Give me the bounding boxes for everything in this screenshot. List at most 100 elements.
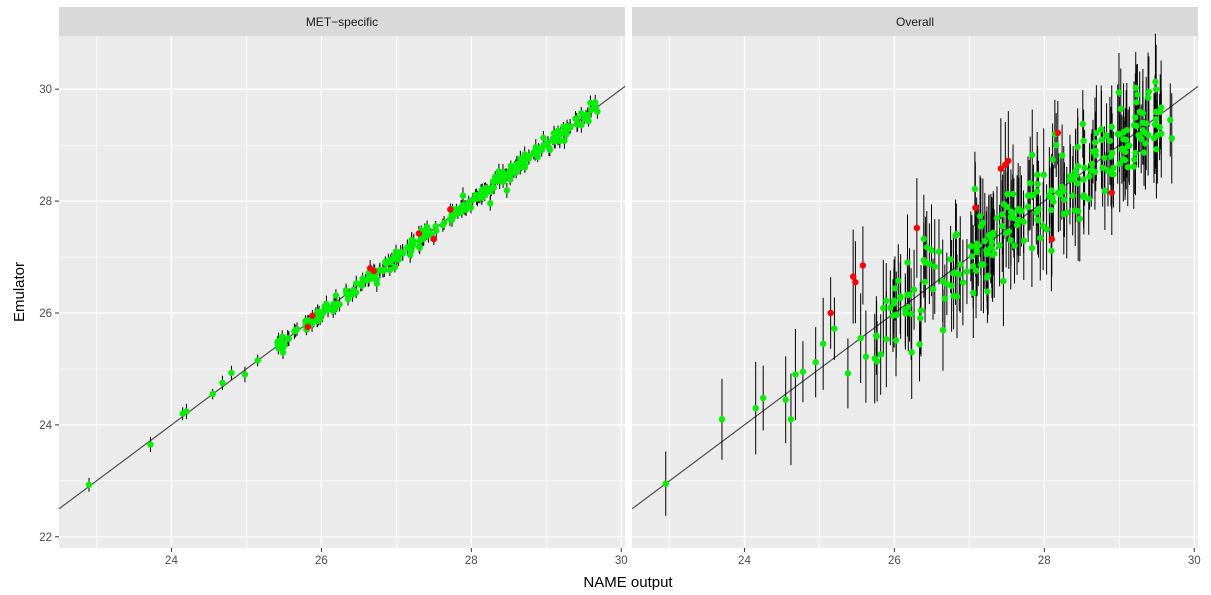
data-point [1074,143,1081,151]
outlier-point [997,165,1005,172]
data-point [857,334,864,342]
y-tick-label: 28 [39,196,52,208]
panel-background [59,36,625,548]
data-point [956,271,963,278]
data-point [907,310,915,318]
data-point [147,441,154,448]
data-point [1058,152,1066,159]
data-point [926,260,933,267]
data-point [1130,163,1137,170]
data-point [344,295,352,303]
y-tick-label: 26 [39,308,52,320]
data-point [1089,148,1097,155]
data-point [928,247,935,254]
data-point [563,131,570,138]
data-point [1152,86,1160,93]
x-axis-ticks: 24 26 28 30 [165,548,628,567]
data-point [812,359,819,366]
data-point [560,123,567,131]
data-point [1120,129,1127,136]
data-point [1030,191,1037,199]
strip-background [632,7,1198,36]
data-point [1018,207,1025,215]
data-point [1076,215,1083,222]
data-point [390,256,398,263]
data-point [985,232,993,239]
data-point [1108,123,1115,131]
data-point [1114,130,1121,138]
data-point [921,278,929,286]
data-point [787,416,795,423]
data-point [883,297,890,304]
data-point [1028,244,1036,252]
data-point [931,263,938,270]
data-point [1144,131,1152,139]
data-point [1152,78,1159,86]
data-point [1049,194,1056,201]
data-point [1086,173,1093,180]
data-point [1158,130,1165,137]
data-point [1099,164,1106,172]
outlier-point [1054,129,1062,137]
data-point [984,288,991,295]
strip-title: Overall [896,15,934,29]
outlier-point [972,204,979,211]
data-point [880,304,887,312]
outlier-point [859,262,867,269]
data-point [1008,208,1015,215]
data-point [910,286,918,293]
data-point [950,292,957,300]
data-point [1081,164,1088,172]
data-point [981,237,989,245]
data-point [1135,132,1142,139]
x-tick-label: 26 [315,555,328,567]
data-point [929,285,937,293]
data-point [970,289,977,297]
data-point [943,280,951,288]
data-point [906,291,913,299]
data-point [392,248,400,256]
data-point [183,408,190,415]
data-point [1080,137,1087,145]
data-point [1110,164,1117,172]
data-point [285,335,293,342]
data-point [967,243,975,250]
data-point [439,222,447,229]
data-point [996,242,1003,249]
data-point [904,259,911,266]
data-point [379,267,387,274]
data-point [972,267,980,274]
data-point [481,187,488,195]
data-point [1144,94,1152,101]
outlier-point [447,206,454,213]
data-point [85,481,93,488]
data-point [1027,179,1034,187]
data-point [988,244,996,252]
data-point [662,480,669,487]
outlier-point [309,312,316,319]
data-point [1131,156,1138,163]
data-point [423,231,430,239]
outlier-point [1108,189,1115,196]
data-point [963,268,971,275]
outlier-point [370,267,378,275]
data-point [343,289,350,297]
data-point [1110,171,1117,178]
y-axis-ticks: 22 24 26 28 30 [39,84,59,544]
data-point [408,247,415,254]
data-point [585,118,592,125]
y-axis-title: Emulator [11,262,28,322]
data-point [1037,234,1044,242]
data-point [491,173,499,181]
data-point [908,349,915,356]
data-point [1145,88,1153,95]
data-point [1101,187,1109,195]
data-point [1061,196,1068,203]
data-point [1117,105,1124,112]
data-point [291,328,298,335]
data-point [1058,183,1066,191]
data-point [275,345,282,352]
data-point [1098,136,1105,144]
data-point [1024,192,1032,199]
